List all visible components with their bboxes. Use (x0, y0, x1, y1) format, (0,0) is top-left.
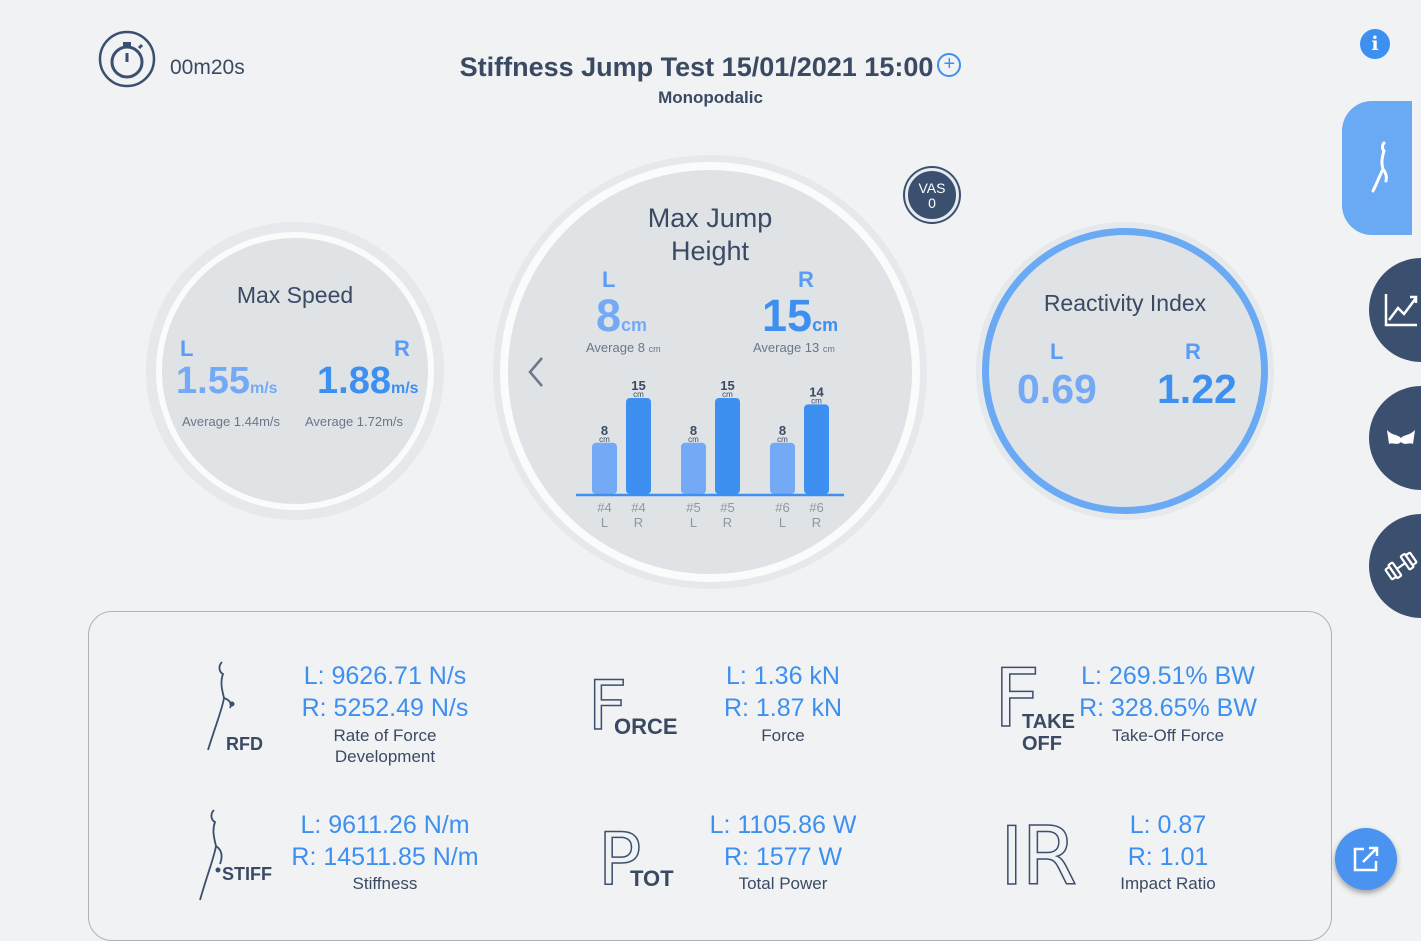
bar-4r (626, 398, 651, 494)
nav-tab-training[interactable] (1369, 514, 1421, 618)
export-button[interactable] (1335, 828, 1397, 890)
x-tick-label: R (723, 515, 732, 530)
bar-6r (804, 404, 829, 494)
impact-icon-letters: IR (999, 810, 1078, 903)
x-tick-label: L (690, 515, 697, 530)
takeoff-icon-letter: F (993, 652, 1041, 745)
x-tick-label: #4 (597, 500, 611, 515)
max-speed-right-average: Average 1.72m/s (305, 414, 404, 429)
bar-4l (592, 442, 617, 494)
x-tick-label: L (779, 515, 786, 530)
force-icon-letter: F (587, 667, 628, 746)
reactivity-title: Reactivity Index (1043, 290, 1207, 316)
x-tick-label: R (634, 515, 643, 530)
bar-value-label: 8 (690, 423, 697, 438)
max-jump-right-value: 15cm (762, 290, 839, 341)
bar-5r (715, 398, 740, 494)
rfd-figure-icon (207, 661, 235, 751)
bar-value-label: 14 (809, 384, 824, 399)
bar-value-label: 15 (720, 378, 734, 393)
bar-value-label: 15 (631, 378, 645, 393)
x-tick-label: #5 (686, 500, 700, 515)
takeoff-values: L: 269.51% BW R: 328.65% BW (1079, 662, 1257, 722)
reactivity-right-value: 1.22 (1157, 366, 1237, 412)
nav-tab-jump[interactable] (1342, 101, 1412, 235)
takeoff-name: Take-Off Force (1111, 726, 1225, 745)
external-link-icon (1353, 846, 1379, 872)
max-speed-left-value: 1.55m/s (176, 360, 278, 402)
bar-unit-label: cm (811, 396, 822, 405)
max-jump-right-average: Average 13 cm (753, 340, 835, 355)
nav-tab-charts[interactable] (1369, 258, 1421, 362)
stiff-figure-icon (199, 809, 223, 901)
page-title: Stiffness Jump Test 15/01/2021 15:00 + (0, 52, 1421, 83)
bar-6l (770, 442, 795, 494)
stiff-values: L: 9611.26 N/m R: 14511.85 N/m (291, 811, 479, 871)
bar-unit-label: cm (688, 435, 699, 444)
power-name: Total Power (738, 874, 828, 893)
power-icon-letter: P (597, 817, 642, 901)
force-values: L: 1.36 kN R: 1.87 kN (723, 662, 843, 722)
stiff-name: Stiffness (352, 874, 418, 893)
power-icon-label: TOT (630, 866, 674, 891)
x-tick-label: #5 (720, 500, 734, 515)
takeoff-icon-label: TAKE OFF (1022, 711, 1075, 755)
timer-text: 00m20s (170, 56, 245, 79)
rfd-name: Rate of Force Development (333, 726, 437, 766)
x-tick-label: #6 (775, 500, 789, 515)
bar-unit-label: cm (599, 435, 610, 444)
bar-unit-label: cm (777, 435, 788, 444)
reactivity-right-label: R (1185, 339, 1201, 364)
impact-name: Impact Ratio (1120, 874, 1216, 893)
bar-5l (681, 442, 706, 494)
max-jump-right-label: R (798, 267, 814, 292)
dumbbell-icon (1384, 551, 1418, 581)
max-jump-card[interactable] (500, 162, 920, 582)
bar-unit-label: cm (722, 390, 733, 399)
vas-badge[interactable]: VAS 0 (905, 168, 959, 222)
test-title: Stiffness Jump Test 15/01/2021 15:00 (459, 52, 934, 82)
info-icon[interactable]: i (1360, 29, 1390, 59)
jump-figure-icon (1371, 141, 1388, 193)
x-tick-label: #6 (809, 500, 823, 515)
max-jump-left-average: Average 8 cm (586, 340, 661, 355)
reactivity-left-value: 0.69 (1017, 366, 1097, 412)
force-icon-label: ORCE (614, 714, 678, 739)
bar-value-label: 8 (601, 423, 608, 438)
reactivity-left-label: L (1050, 339, 1064, 364)
x-tick-label: #4 (631, 500, 645, 515)
rfd-values: L: 9626.71 N/s R: 5252.49 N/s (301, 662, 469, 722)
stiff-icon-label: STIFF (222, 864, 272, 884)
max-speed-title: Max Speed (236, 282, 354, 308)
max-speed-card[interactable] (156, 232, 434, 510)
power-values: L: 1105.86 W R: 1577 W (709, 811, 857, 871)
max-speed-right-label: R (394, 336, 410, 361)
max-jump-left-label: L (602, 267, 616, 292)
bar-value-label: 8 (779, 423, 786, 438)
plus-circle-icon[interactable]: + (937, 53, 962, 77)
max-jump-title: Max Jump Height (647, 203, 773, 266)
nav-tab-pelvis[interactable] (1369, 386, 1421, 490)
rfd-icon-label: RFD (226, 734, 263, 754)
stopwatch-icon (98, 30, 156, 88)
impact-values: L: 0.87 R: 1.01 (1127, 811, 1209, 871)
line-chart-icon (1384, 294, 1418, 327)
x-tick-label: L (601, 515, 608, 530)
page-subtitle: Monopodalic (658, 88, 763, 107)
bar-unit-label: cm (633, 390, 644, 399)
max-speed-right-value: 1.88m/s (317, 360, 419, 402)
reactivity-card[interactable] (982, 228, 1268, 514)
max-speed-left-average: Average 1.44m/s (182, 414, 281, 429)
pelvis-icon (1387, 430, 1415, 444)
max-jump-left-value: 8cm (596, 290, 648, 341)
max-speed-left-label: L (180, 336, 194, 361)
chevron-left-icon[interactable] (522, 352, 552, 392)
force-name: Force (761, 726, 805, 745)
x-tick-label: R (812, 515, 821, 530)
